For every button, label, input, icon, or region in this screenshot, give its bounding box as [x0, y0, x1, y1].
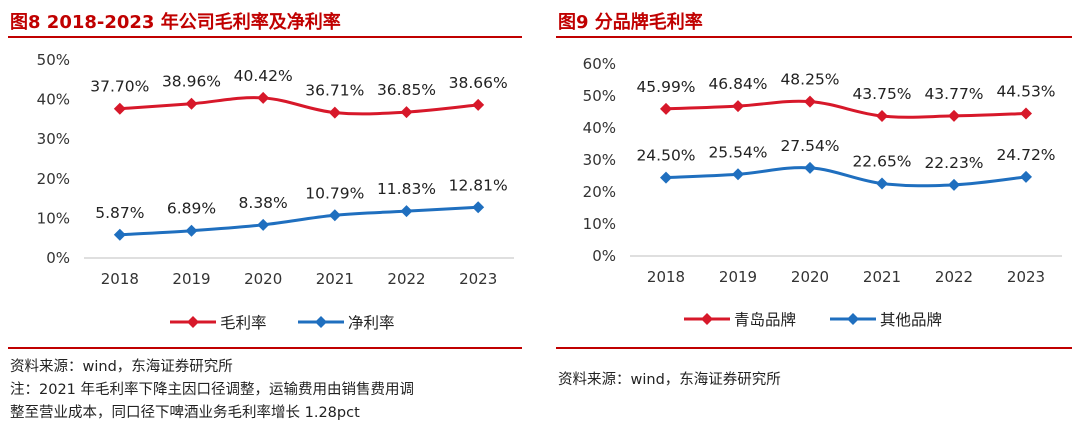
y-tick-label: 60%	[583, 55, 616, 73]
data-label: 6.89%	[167, 200, 216, 218]
data-label: 40.42%	[234, 67, 293, 85]
data-point	[113, 102, 126, 115]
data-point	[660, 171, 672, 184]
chart-panel-left: 图8 2018-2023 年公司毛利率及净利率 0% 10% 20% 30% 40% 50…	[0, 0, 530, 433]
chart-plot: 0% 10% 20% 30% 40% 50% 60% 2018 2019 2020 2021 2022…	[583, 55, 1062, 329]
x-tick-label: 2019	[172, 270, 210, 288]
title-rule	[556, 36, 1072, 38]
x-tick-label: 2023	[459, 270, 497, 288]
data-label: 5.87%	[95, 204, 144, 222]
data-label: 46.84%	[708, 75, 767, 93]
data-label: 36.71%	[305, 82, 364, 100]
data-point	[185, 224, 198, 237]
data-label: 38.66%	[449, 74, 508, 92]
x-tick-label: 2022	[935, 268, 973, 286]
y-tick-label: 30%	[37, 130, 70, 148]
series-line	[119, 205, 479, 237]
y-tick-label: 20%	[37, 170, 70, 188]
legend-label: 毛利率	[220, 314, 267, 332]
y-tick-label: 10%	[37, 209, 70, 227]
x-tick-label: 2022	[387, 270, 425, 288]
data-point	[257, 91, 270, 104]
footer-rule	[8, 347, 522, 349]
data-label: 24.72%	[996, 146, 1055, 164]
x-tick-label: 2021	[863, 268, 901, 286]
data-label: 43.77%	[924, 85, 983, 103]
legend-label: 净利率	[348, 314, 395, 332]
series-line	[119, 96, 479, 116]
data-label: 43.75%	[852, 85, 911, 103]
y-tick-label: 40%	[583, 119, 616, 137]
data-point	[472, 201, 485, 214]
legend-label: 青岛品牌	[734, 311, 796, 329]
y-tick-label: 20%	[583, 183, 616, 201]
data-point	[948, 109, 960, 122]
data-label: 12.81%	[449, 176, 508, 194]
data-label: 24.50%	[636, 147, 695, 165]
data-label: 36.85%	[377, 81, 436, 99]
data-point	[328, 106, 341, 119]
data-label: 38.96%	[162, 73, 221, 91]
y-tick-label: 10%	[583, 215, 616, 233]
legend-marker	[847, 313, 859, 325]
y-tick-label: 0%	[592, 247, 616, 265]
data-point	[876, 110, 888, 122]
legend-marker	[315, 316, 327, 328]
data-label: 8.38%	[239, 194, 288, 212]
series-line	[665, 166, 1027, 188]
data-point	[732, 100, 744, 113]
title-rule	[8, 36, 522, 38]
x-tick-label: 2020	[244, 270, 282, 288]
data-point	[257, 218, 270, 231]
y-tick-label: 0%	[46, 249, 70, 267]
data-point	[400, 205, 413, 218]
data-point	[185, 97, 198, 110]
data-point	[948, 178, 960, 191]
data-point	[804, 161, 816, 174]
data-point	[400, 106, 413, 119]
footer-rule	[556, 347, 1072, 349]
data-point	[1020, 107, 1032, 120]
x-tick-label: 2021	[316, 270, 354, 288]
legend-marker	[187, 316, 199, 328]
x-tick-label: 2018	[101, 270, 139, 288]
data-label: 22.65%	[852, 153, 911, 171]
data-point	[328, 209, 341, 222]
data-label: 44.53%	[996, 83, 1055, 101]
source-note: 资料来源：wind，东海证券研究所	[10, 359, 233, 375]
data-point	[472, 98, 485, 111]
y-tick-label: 50%	[583, 87, 616, 105]
y-tick-label: 30%	[583, 151, 616, 169]
y-tick-label: 40%	[37, 91, 70, 109]
data-label: 27.54%	[780, 137, 839, 155]
legend-marker	[701, 313, 713, 325]
data-point	[876, 177, 888, 190]
chart-title: 图9 分品牌毛利率	[558, 12, 703, 33]
chart-title: 图8 2018-2023 年公司毛利率及净利率	[10, 12, 341, 33]
series-line	[665, 99, 1027, 119]
footnote-line-2: 整至营业成本，同口径下啤酒业务毛利率增长 1.28pct	[10, 405, 360, 421]
chart-panel-right: 图9 分品牌毛利率 0% 10% 20% 30% 40% 50% 60% 2018 2019 20…	[548, 0, 1080, 433]
chart-plot: 0% 10% 20% 30% 40% 50% 2018 2019 2020 2021 2022 202…	[37, 51, 514, 332]
data-point	[804, 95, 816, 108]
data-label: 48.25%	[780, 71, 839, 89]
x-tick-label: 2018	[647, 268, 685, 286]
x-tick-label: 2019	[719, 268, 757, 286]
data-label: 11.83%	[377, 180, 436, 198]
data-label: 10.79%	[305, 184, 364, 202]
y-tick-label: 50%	[37, 51, 70, 69]
x-tick-label: 2023	[1007, 268, 1045, 286]
data-point	[660, 102, 672, 115]
footnote-line-1: 注：2021 年毛利率下降主因口径调整，运输费用由销售费用调	[10, 382, 415, 398]
data-label: 22.23%	[924, 154, 983, 172]
legend-label: 其他品牌	[880, 311, 942, 329]
x-tick-label: 2020	[791, 268, 829, 286]
data-label: 25.54%	[708, 143, 767, 161]
data-label: 45.99%	[636, 78, 695, 96]
data-point	[732, 168, 744, 181]
data-point	[113, 228, 126, 241]
data-label: 37.70%	[90, 78, 149, 96]
data-point	[1020, 170, 1032, 183]
source-note: 资料来源：wind，东海证券研究所	[558, 372, 781, 388]
